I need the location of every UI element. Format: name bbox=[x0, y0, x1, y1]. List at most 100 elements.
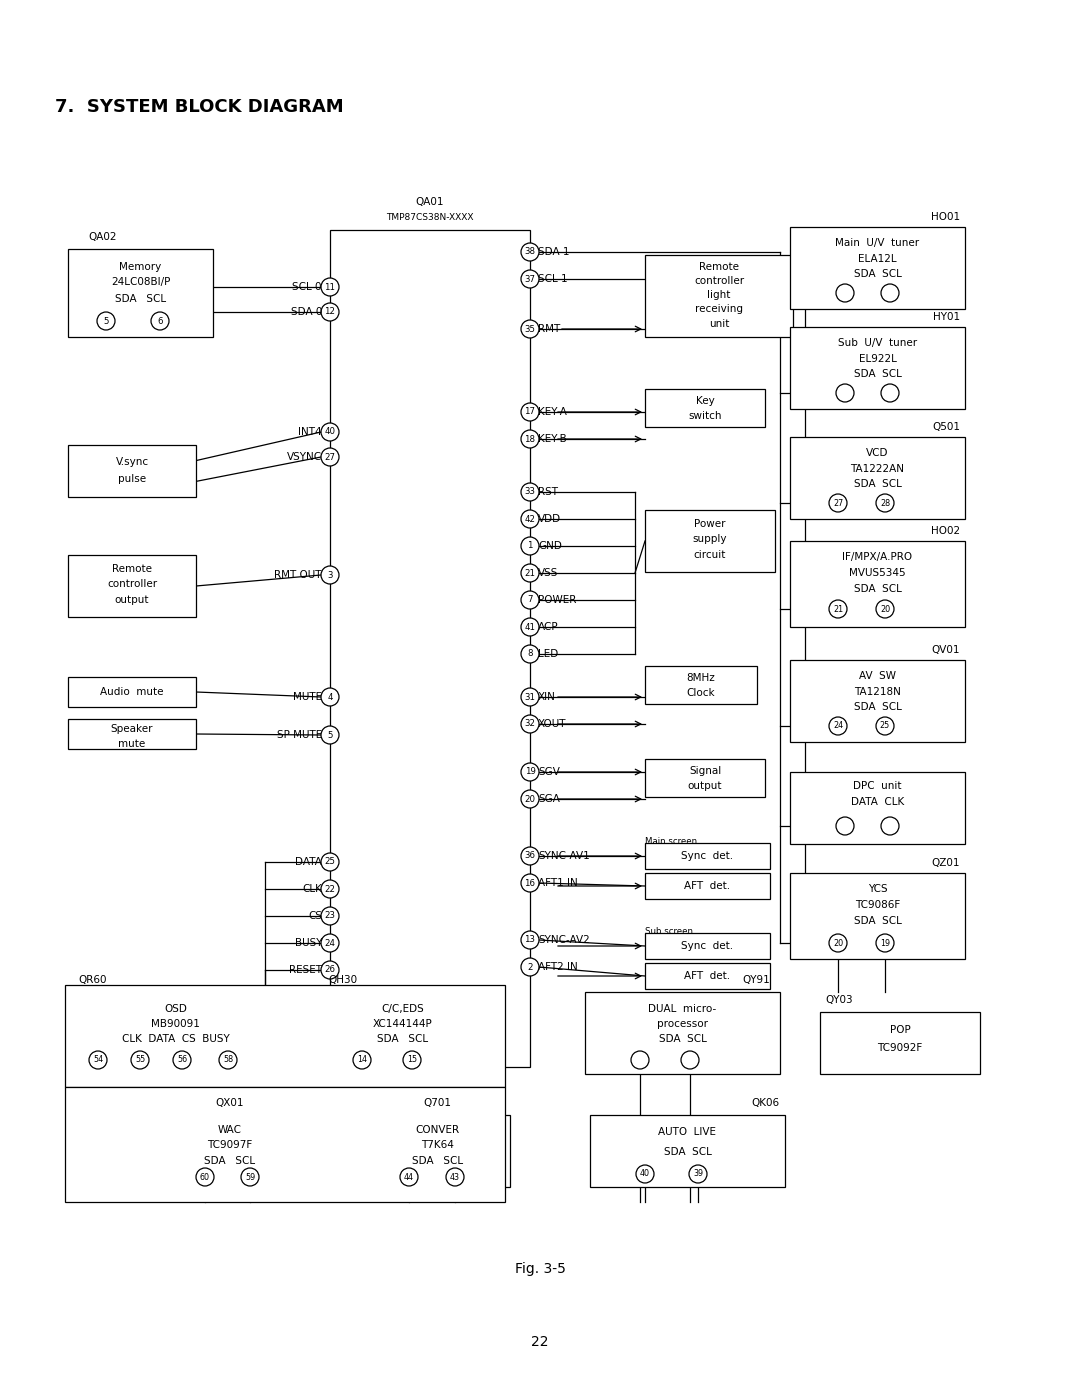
Circle shape bbox=[321, 566, 339, 584]
Circle shape bbox=[521, 483, 539, 502]
Text: XC144144P: XC144144P bbox=[373, 1018, 433, 1030]
Text: QY91: QY91 bbox=[742, 975, 770, 985]
Circle shape bbox=[446, 1168, 464, 1186]
Text: 36: 36 bbox=[525, 852, 536, 861]
Circle shape bbox=[321, 961, 339, 979]
Text: 43: 43 bbox=[450, 1172, 460, 1182]
Circle shape bbox=[521, 536, 539, 555]
Text: QX01: QX01 bbox=[216, 1098, 244, 1108]
Text: 14: 14 bbox=[357, 1056, 367, 1065]
Text: 22: 22 bbox=[324, 884, 336, 894]
Bar bbox=[820, 1011, 980, 1074]
Text: TC9086F: TC9086F bbox=[855, 900, 900, 909]
Text: RMT OUT: RMT OUT bbox=[274, 570, 322, 580]
Circle shape bbox=[829, 717, 847, 735]
Text: Sub  U/V  tuner: Sub U/V tuner bbox=[838, 338, 917, 348]
Text: HO01: HO01 bbox=[931, 212, 960, 222]
Text: receiving: receiving bbox=[696, 305, 743, 314]
Text: Main  U/V  tuner: Main U/V tuner bbox=[836, 237, 919, 249]
Text: V.sync: V.sync bbox=[116, 457, 149, 467]
Text: GND: GND bbox=[538, 541, 562, 550]
Text: HY01: HY01 bbox=[933, 312, 960, 321]
Text: VSYNC: VSYNC bbox=[287, 453, 322, 462]
Circle shape bbox=[876, 599, 894, 617]
Text: 56: 56 bbox=[177, 1056, 187, 1065]
Circle shape bbox=[881, 817, 899, 835]
Text: OSD: OSD bbox=[164, 1004, 187, 1014]
Text: SDA 1: SDA 1 bbox=[538, 247, 569, 257]
Text: RST: RST bbox=[538, 488, 558, 497]
Text: 42: 42 bbox=[525, 514, 536, 524]
Text: AFT  det.: AFT det. bbox=[685, 971, 730, 981]
Circle shape bbox=[521, 645, 539, 664]
Text: 6: 6 bbox=[158, 317, 163, 326]
Text: 2: 2 bbox=[527, 963, 532, 971]
Text: SDA  SCL: SDA SCL bbox=[663, 1147, 712, 1157]
Text: AUTO  LIVE: AUTO LIVE bbox=[659, 1127, 716, 1137]
Bar bbox=[68, 719, 195, 749]
Text: 1: 1 bbox=[527, 542, 532, 550]
Circle shape bbox=[636, 1165, 654, 1183]
Text: 24LC08BI/P: 24LC08BI/P bbox=[111, 277, 171, 286]
Text: Sub screen: Sub screen bbox=[645, 928, 693, 936]
Circle shape bbox=[521, 402, 539, 420]
Text: RESET: RESET bbox=[289, 965, 322, 975]
Text: Audio  mute: Audio mute bbox=[100, 687, 164, 697]
Text: KEY-A: KEY-A bbox=[538, 407, 567, 416]
Circle shape bbox=[521, 763, 539, 781]
Circle shape bbox=[836, 384, 854, 402]
Text: 11: 11 bbox=[324, 282, 336, 292]
Circle shape bbox=[881, 284, 899, 302]
Text: 19: 19 bbox=[880, 939, 890, 947]
Text: QK06: QK06 bbox=[752, 1098, 780, 1108]
Text: QZ01: QZ01 bbox=[931, 858, 960, 868]
Text: light: light bbox=[707, 291, 731, 300]
Bar bbox=[645, 933, 770, 958]
Text: Q501: Q501 bbox=[932, 422, 960, 432]
Circle shape bbox=[219, 1051, 237, 1069]
Text: SDA   SCL: SDA SCL bbox=[411, 1155, 463, 1166]
Text: CS: CS bbox=[308, 911, 322, 921]
Bar bbox=[590, 1115, 785, 1187]
Text: IF/MPX/A.PRO: IF/MPX/A.PRO bbox=[842, 552, 913, 562]
Text: SDA  SCL: SDA SCL bbox=[853, 584, 902, 594]
Text: 38: 38 bbox=[525, 247, 536, 257]
Circle shape bbox=[521, 591, 539, 609]
Circle shape bbox=[321, 303, 339, 321]
Text: SDA  SCL: SDA SCL bbox=[853, 916, 902, 926]
Text: Main screen: Main screen bbox=[645, 837, 697, 847]
Bar bbox=[68, 249, 213, 337]
Text: AFT2 IN: AFT2 IN bbox=[538, 963, 578, 972]
Text: CLK  DATA  CS  BUSY: CLK DATA CS BUSY bbox=[122, 1034, 229, 1044]
Circle shape bbox=[521, 243, 539, 261]
Circle shape bbox=[689, 1165, 707, 1183]
Text: CLK: CLK bbox=[302, 884, 322, 894]
Text: Key: Key bbox=[696, 395, 714, 407]
Circle shape bbox=[521, 617, 539, 636]
Text: 54: 54 bbox=[93, 1056, 103, 1065]
Circle shape bbox=[521, 847, 539, 865]
Text: XOUT: XOUT bbox=[538, 719, 567, 729]
Text: 5: 5 bbox=[327, 731, 333, 739]
Text: Sync  det.: Sync det. bbox=[681, 851, 733, 861]
Circle shape bbox=[876, 935, 894, 951]
Text: Signal: Signal bbox=[689, 766, 721, 775]
Circle shape bbox=[521, 564, 539, 583]
Text: T7K64: T7K64 bbox=[421, 1140, 454, 1150]
Text: QV01: QV01 bbox=[931, 645, 960, 655]
Bar bbox=[68, 555, 195, 617]
Circle shape bbox=[876, 495, 894, 511]
Text: 19: 19 bbox=[525, 767, 536, 777]
Circle shape bbox=[836, 817, 854, 835]
Text: XIN: XIN bbox=[538, 692, 556, 703]
Text: BUSY: BUSY bbox=[295, 937, 322, 949]
Text: output: output bbox=[114, 595, 149, 605]
Circle shape bbox=[681, 1051, 699, 1069]
Text: SDA   SCL: SDA SCL bbox=[114, 293, 166, 305]
Text: VCD: VCD bbox=[866, 448, 889, 458]
Bar bbox=[68, 446, 195, 497]
Circle shape bbox=[321, 907, 339, 925]
Bar bbox=[156, 1115, 305, 1187]
Circle shape bbox=[131, 1051, 149, 1069]
Circle shape bbox=[321, 935, 339, 951]
